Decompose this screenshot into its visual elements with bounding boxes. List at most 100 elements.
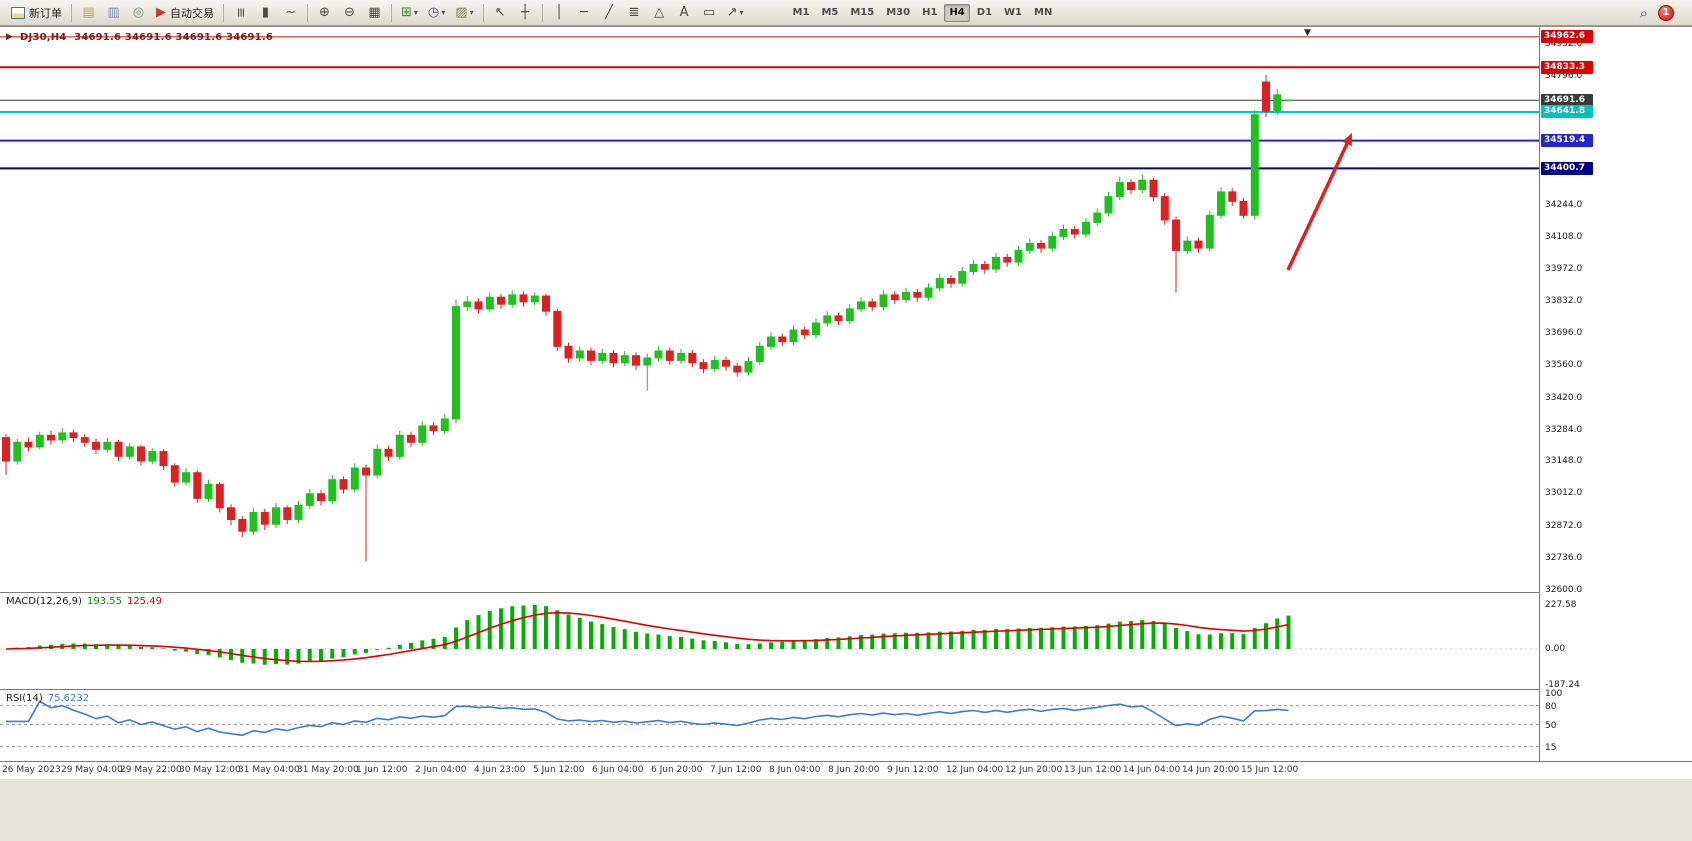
toolbar-buttons: 新订单 ▤ ▥ ◎ ▶ 自动交易 ≡ ▮ ~ ⊕ ⊖ ▦ ⊞ ▾ ◷ ▾ ▨ ▾ ↖ ┼ │ ─ ╱ ≣ △ A ▭ ↗ ▾ M1 M5 M1… [6,0,1058,26]
horizontal-line-icon: ─ [580,5,588,20]
timeframe-m30[interactable]: M30 [886,7,911,18]
candle [1127,182,1135,191]
ohlc-values: 34691.6 34691.6 34691.6 34691.6 [74,32,273,43]
candle [778,336,787,343]
timeframe-mn[interactable]: MN [1034,7,1053,18]
candlestick-chart[interactable] [0,27,1539,592]
tile-windows-icon: ▦ [368,5,381,20]
templates-button[interactable]: ▨ ▾ [451,3,477,23]
price-tick: 34244.0 [1545,200,1583,210]
candle [159,451,168,467]
candle [170,465,179,483]
profiles-button[interactable]: ▥ [102,3,125,23]
timeframe-h1[interactable]: H1 [922,7,938,18]
autotrading-icon: ▶ [156,5,166,20]
candle [1273,94,1282,112]
candlestick-chart-icon: ▮ [261,5,270,20]
indicators-button[interactable]: ⊞ ▾ [397,3,422,23]
timeframe-m15[interactable]: M15 [850,7,875,18]
rsi-title: RSI(14) [6,693,43,704]
chevron-down-icon[interactable]: ▾ [413,8,418,17]
candle [125,446,134,457]
candle [1239,200,1248,216]
candle [924,287,933,298]
text-label-button[interactable]: ▭ [698,3,721,23]
time-label: 26 May 2023 [2,765,61,775]
candle [620,355,629,364]
time-axis: 26 May 2023 29 May 04:00 29 May 22:00 30 Ma… [0,761,1692,779]
macd-panel[interactable]: MACD(12,26,9) 193.55 125.49 [0,592,1539,689]
search-icon[interactable]: ⌕ [1639,3,1648,22]
candle [339,479,348,490]
chevron-down-icon[interactable]: ▾ [469,8,474,17]
timeframe-w1[interactable]: W1 [1004,7,1023,18]
cursor-button[interactable]: ↖ [489,3,512,23]
candle [1003,256,1012,263]
candle [542,295,550,312]
timeframe-m1[interactable]: M1 [792,7,810,18]
timeframe-strip: M1 M5 M15 M30 H1 H4 D1 W1 MN [787,3,1059,22]
vertical-line-button[interactable]: │ [548,3,571,23]
horizontal-line-button[interactable]: ─ [573,3,596,23]
candle [373,448,382,476]
rsi-panel[interactable]: RSI(14) 75.6232 [0,689,1539,761]
autotrading-button[interactable]: ▶ 自动交易 [152,3,218,23]
candlestick-chart-button[interactable]: ▮ [254,3,277,23]
candle [980,264,989,270]
price-tick: 33284.0 [1545,425,1583,435]
candle [710,359,719,370]
candle [1037,242,1045,249]
crosshair-button[interactable]: ┼ [514,3,537,23]
timeframe-m5[interactable]: M5 [821,7,839,18]
bar-chart-icon: ≡ [233,7,248,18]
candle [688,352,697,364]
fibonacci-button[interactable]: ≣ [623,3,646,23]
zoom-out-button[interactable]: ⊖ [338,3,361,23]
candle [418,425,427,443]
price-tick: 32872.0 [1545,521,1583,531]
trend-arrow[interactable] [1286,137,1352,271]
chevron-down-icon[interactable]: ▾ [739,8,744,17]
one-click-trading-toggle[interactable]: ▶ [6,32,13,42]
candle [13,441,22,462]
data-window-button[interactable]: ◎ [127,3,150,23]
arrows-button[interactable]: ↗ ▾ [723,3,748,23]
autotrading-label: 自动交易 [170,6,214,20]
text-button[interactable]: A [673,3,696,23]
new-chart-button[interactable]: ▤ [77,3,100,23]
toolbar-separator [307,3,308,22]
candle [767,336,775,347]
price-tag: 34962.6 [1541,30,1593,43]
line-chart-button[interactable]: ~ [279,3,302,23]
text-icon: A [679,5,689,20]
candle [1070,228,1079,235]
timeframe-h4[interactable]: H4 [944,3,970,22]
notification-badge[interactable]: 1 [1658,4,1674,21]
candle [722,359,730,367]
main-chart-panel[interactable]: ▶ DJ30,H4 34691.6 34691.6 34691.6 34691.… [0,27,1539,592]
trend-arrow-head[interactable] [1342,133,1352,146]
tile-windows-button[interactable]: ▦ [363,3,386,23]
time-label: 6 Jun 20:00 [651,765,703,775]
candle [1250,114,1259,216]
time-label: 5 Jun 12:00 [533,765,585,775]
periods-button[interactable]: ◷ ▾ [424,3,449,23]
toolbar-separator [541,3,543,22]
zoom-in-button[interactable]: ⊕ [313,3,336,23]
price-tick: 33420.0 [1545,393,1583,403]
bar-chart-button[interactable]: ≡ [229,3,252,23]
macd-signal-value: 125.49 [126,596,162,607]
price-tick: 33696.0 [1545,328,1583,338]
trendline-button[interactable]: ╱ [598,3,621,23]
macd-scale-tick: -187.24 [1545,680,1580,690]
rsi-line [6,700,1289,737]
candle [834,315,843,322]
zoom-out-icon: ⊖ [344,5,355,20]
shapes-button[interactable]: △ [648,3,671,23]
chevron-down-icon[interactable]: ▾ [441,8,446,17]
candle [1014,249,1023,263]
candle [598,352,607,361]
new-order-button[interactable]: 新订单 [7,3,66,23]
chart-shift-marker[interactable]: ▼ [1304,28,1311,38]
timeframe-d1[interactable]: D1 [976,7,993,18]
